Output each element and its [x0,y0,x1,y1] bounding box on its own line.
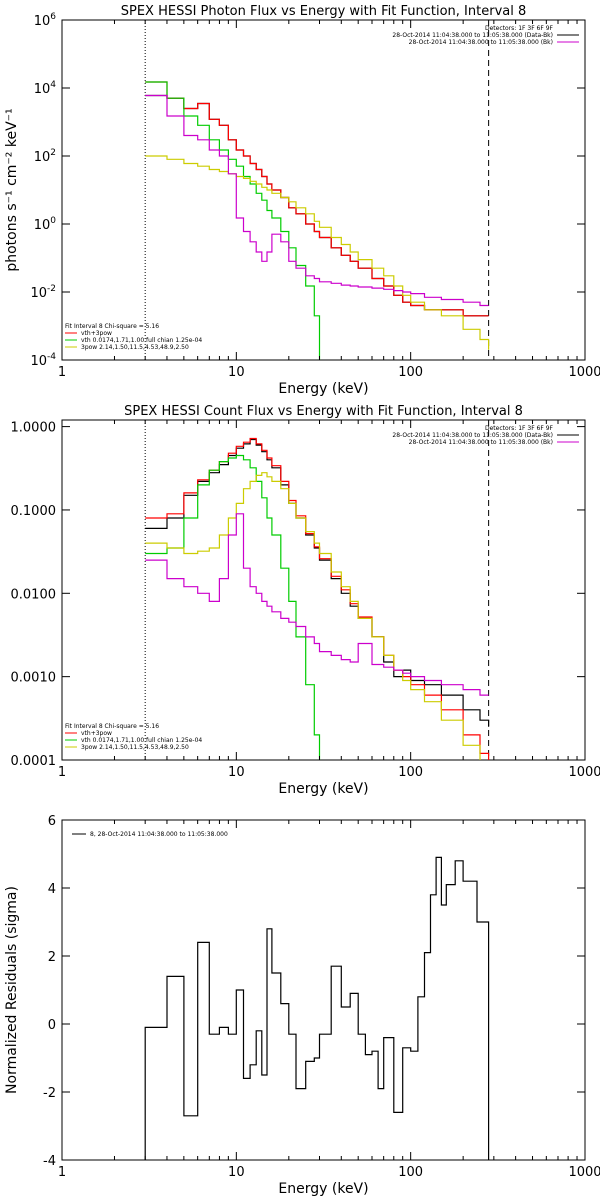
chart-1-series-2-line [145,81,489,317]
chart-3-y-tick-label-2: -2 [43,1086,56,1101]
chart-1-legend-top-1: Detectors: 1F 3F 6F 9F [485,25,554,32]
chart-2-plot-frame [61,419,586,761]
chart-3-ticks: 1 10 100 1000 -4 -2 0 2 4 6 [43,814,600,1180]
chart-1-series-3-line [145,81,321,360]
chart-2-legend-top-1: Detectors: 1F 3F 6F 9F [485,425,554,432]
chart-1-y-tick-label-1: 10-4 [30,352,56,369]
chart-3-y-axis-label: Normalized Residuals (sigma) [4,886,20,1094]
chart-1-y-tick-label-2: 10-2 [30,284,56,301]
chart-1-series-4-line [145,155,490,350]
chart-2-series-2-line [145,437,490,760]
chart-3-x-tick-label-4: 1000 [568,1165,600,1180]
chart-2-legend-top-2: 28-Oct-2014 11:04:38.000 to 11:05:38.000… [392,432,553,439]
chart-2-x-tick-label-3: 100 [398,765,423,780]
chart-2-legend-bottom-3: vth 0.0174,1.71,1.00 full chian 1.25e-04 [81,737,202,744]
chart-3-x-tick-label-3: 100 [398,1165,423,1180]
chart-3-group: 1 10 100 1000 -4 -2 0 2 4 6 Energy (keV) Normalized… [4,814,600,1197]
chart-3-y-tick-label-1: -4 [43,1154,56,1169]
chart-1-ticks: 1 10 100 1000 10-4 10-2 100 102 104 106 [30,12,600,380]
chart-1-legend-bottom-1: Fit Interval 8 Chi-square = 5.16 [65,323,159,330]
chart-2-legend-bottom-2: vth+3pow [81,730,112,737]
chart-3-series-group [144,856,490,1160]
chart-1-legend-bottom-3: vth 0.0174,1.71,1.00 full chian 1.25e-04 [81,337,202,344]
chart-3-y-tick-label-4: 2 [48,950,56,965]
chart-2-y-tick-label-1: 0.0001 [11,754,57,769]
chart-2-x-axis-label: Energy (keV) [278,781,368,797]
chart-2-title: SPEX HESSI Count Flux vs Energy with Fit… [124,404,523,419]
chart-1-series-5-line [145,94,489,307]
chart-1-group: 1 10 100 1000 10-4 10-2 100 102 104 106 SPEX HESSI… [4,4,600,397]
chart-2-y-tick-label-5: 1.0000 [11,421,57,436]
chart-3-plot-frame [61,819,586,1161]
chart-2-x-tick-label-4: 1000 [568,765,600,780]
chart-1-y-tick-label-3: 100 [34,216,57,233]
chart-1-x-axis-label: Energy (keV) [278,381,368,397]
chart-2-y-tick-label-2: 0.0010 [11,671,57,686]
chart-1-y-tick-label-6: 106 [34,12,57,29]
chart-1-series-1-line [145,94,489,317]
chart-3-y-tick-label-5: 4 [48,882,56,897]
chart-1-x-tick-label-2: 10 [228,365,245,380]
chart-1-x-tick-label-3: 100 [398,365,423,380]
chart-2-x-tick-label-1: 1 [58,765,66,780]
chart-1-y-tick-label-4: 102 [34,148,56,165]
chart-1-plot-frame [61,19,586,361]
chart-2-group: 1 10 100 1000 0.0001 0.0010 0.0100 0.1000 1.0000… [11,404,600,797]
chart-2-series-3-line [145,454,321,760]
chart-1-legend-bottom-2: vth+3pow [81,330,112,337]
chart-2-legend-bottom-1: Fit Interval 8 Chi-square = 5.16 [65,723,159,730]
chart-2-legend-top-3: 28-Oct-2014 11:04:38.000 to 11:05:38.000… [409,439,553,446]
chart-3-series-1-line [144,856,490,1160]
chart-2-series-4-line [145,472,481,760]
chart-2-x-tick-label-2: 10 [228,765,245,780]
chart-2-legend-bottom-4: 3pow 2.14,1.50,11.5,4.53,48.9,2.50 [81,744,189,751]
chart-1-series-group [145,81,490,360]
chart-2-y-tick-label-4: 0.1000 [11,504,57,519]
chart-3-x-axis-label: Energy (keV) [278,1181,368,1197]
chart-1-x-tick-label-1: 1 [58,365,66,380]
chart-1-y-tick-label-5: 104 [34,80,57,97]
chart-1-x-tick-label-4: 1000 [568,365,600,380]
chart-1-legend-top-2: 28-Oct-2014 11:04:38.000 to 11:05:38.000… [392,32,553,39]
chart-3-x-tick-label-2: 10 [228,1165,245,1180]
chart-2-series-1-line [145,438,490,727]
chart-1-legend-top-3: 28-Oct-2014 11:04:38.000 to 11:05:38.000… [409,39,553,46]
chart-2-series-5-line [145,513,489,696]
chart-3-x-tick-label-1: 1 [58,1165,66,1180]
chart-2-ticks: 1 10 100 1000 0.0001 0.0010 0.0100 0.1000 1.0000 [11,420,600,780]
chart-1-title: SPEX HESSI Photon Flux vs Energy with Fi… [121,4,527,19]
chart-1-y-axis-label: photons s⁻¹ cm⁻² keV⁻¹ [4,108,20,271]
chart-3-y-tick-label-6: 6 [48,814,56,829]
chart-2-series-group [145,437,490,760]
chart-3-y-tick-label-3: 0 [48,1018,56,1033]
chart-1-legend-bottom-4: 3pow 2.14,1.50,11.5,4.53,48.9,2.50 [81,344,189,351]
chart-3-legend-label: 8, 28-Oct-2014 11:04:38.000 to 11:05:38.… [90,831,228,838]
chart-2-y-tick-label-3: 0.0100 [11,587,57,602]
